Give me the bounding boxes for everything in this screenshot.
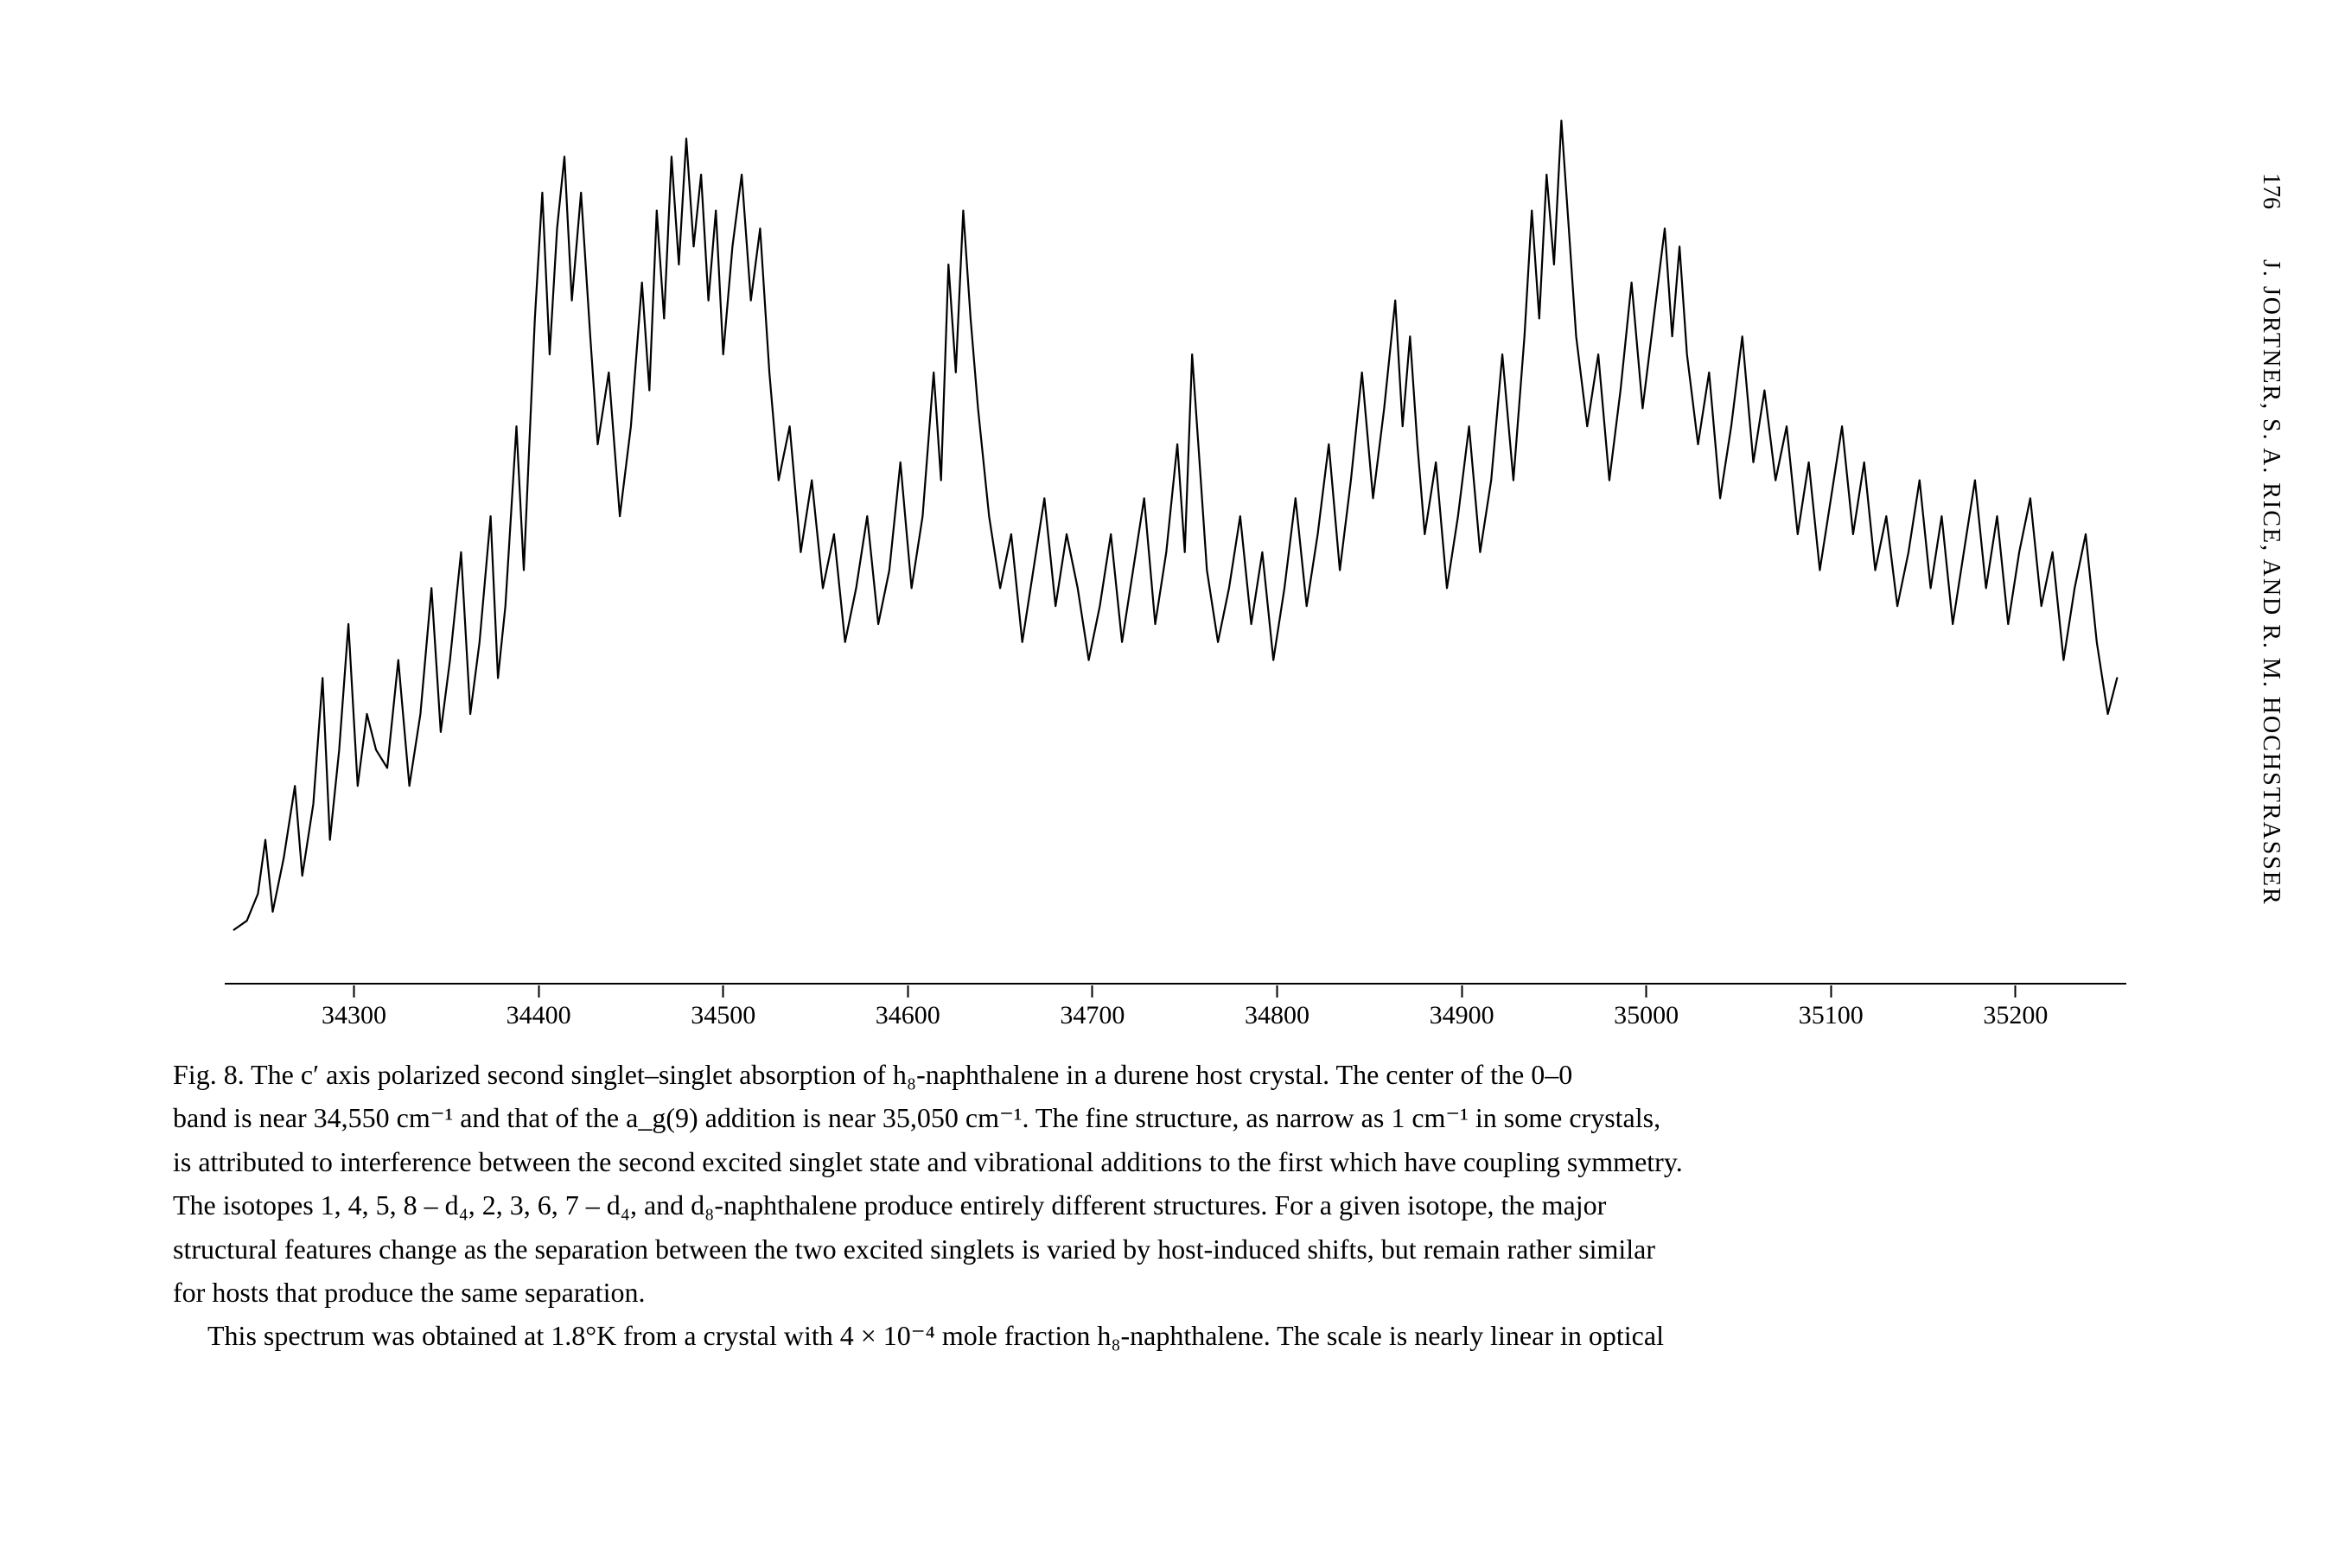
x-axis-ticks: 34300 34400 34500 34600 34700 34800 34900 35000…: [225, 985, 2126, 1037]
page-number: 176: [2257, 173, 2284, 209]
x-tick-mark: [907, 985, 908, 998]
authors-running-head: J. JORTNER, S. A. RICE, AND R. M. HOCHST…: [2257, 259, 2284, 906]
figure-8: 34300 34400 34500 34600 34700 34800 34900 35000…: [225, 69, 2120, 1037]
x-tick-label: 34600: [876, 1001, 940, 1030]
x-tick-label: 34300: [322, 1001, 386, 1030]
x-tick-mark: [538, 985, 539, 998]
x-tick: 34400: [507, 985, 571, 1030]
x-tick-label: 34400: [507, 1001, 571, 1030]
x-tick-label: 35000: [1614, 1001, 1679, 1030]
x-tick: 34700: [1060, 985, 1125, 1030]
x-tick: 35000: [1614, 985, 1679, 1030]
x-tick: 35200: [1983, 985, 2048, 1030]
figure-label: Fig. 8.: [173, 1059, 245, 1090]
spectrum-line-plot: [225, 69, 2126, 985]
x-tick-label: 35200: [1983, 1001, 2048, 1030]
x-tick: 34900: [1430, 985, 1494, 1030]
x-tick-label: 34800: [1245, 1001, 1310, 1030]
x-tick: 34800: [1245, 985, 1310, 1030]
x-tick-label: 34500: [691, 1001, 755, 1030]
x-tick-mark: [1092, 985, 1093, 998]
x-tick-label: 34700: [1060, 1001, 1125, 1030]
x-tick-mark: [1276, 985, 1278, 998]
caption-line-2: band is near 34,550 cm⁻¹ and that of the…: [173, 1098, 2172, 1138]
x-tick: 35100: [1799, 985, 1864, 1030]
x-tick-mark: [723, 985, 724, 998]
caption-line-1: The c′ axis polarized second singlet–sin…: [251, 1059, 1572, 1090]
x-tick-label: 34900: [1430, 1001, 1494, 1030]
figure-caption: Fig. 8. The c′ axis polarized second sin…: [173, 1055, 2172, 1356]
caption-line-4: The isotopes 1, 4, 5, 8 – d₄, 2, 3, 6, 7…: [173, 1185, 2172, 1225]
caption-line-5: structural features change as the separa…: [173, 1229, 2172, 1269]
spectrum-chart: [225, 69, 2126, 985]
x-tick: 34500: [691, 985, 755, 1030]
x-tick-mark: [354, 985, 355, 998]
x-tick: 34300: [322, 985, 386, 1030]
x-tick-mark: [2015, 985, 2017, 998]
x-tick-label: 35100: [1799, 1001, 1864, 1030]
x-tick-mark: [1461, 985, 1462, 998]
caption-line-6: for hosts that produce the same separati…: [173, 1272, 2172, 1312]
caption-line-3: is attributed to interference between th…: [173, 1142, 2172, 1182]
x-tick-mark: [1830, 985, 1832, 998]
x-tick: 34600: [876, 985, 940, 1030]
caption-line-7: This spectrum was obtained at 1.8°K from…: [173, 1316, 2172, 1355]
x-tick-mark: [1646, 985, 1647, 998]
